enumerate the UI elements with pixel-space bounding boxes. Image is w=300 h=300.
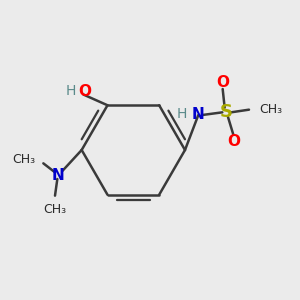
Text: CH₃: CH₃	[44, 203, 67, 216]
Text: O: O	[227, 134, 240, 149]
Text: O: O	[79, 84, 92, 99]
Text: CH₃: CH₃	[12, 154, 35, 166]
Text: H: H	[65, 84, 76, 98]
Text: N: N	[192, 107, 205, 122]
Text: O: O	[216, 75, 229, 90]
Text: N: N	[52, 167, 65, 182]
Text: CH₃: CH₃	[259, 103, 282, 116]
Text: S: S	[220, 103, 233, 121]
Text: H: H	[176, 107, 187, 121]
